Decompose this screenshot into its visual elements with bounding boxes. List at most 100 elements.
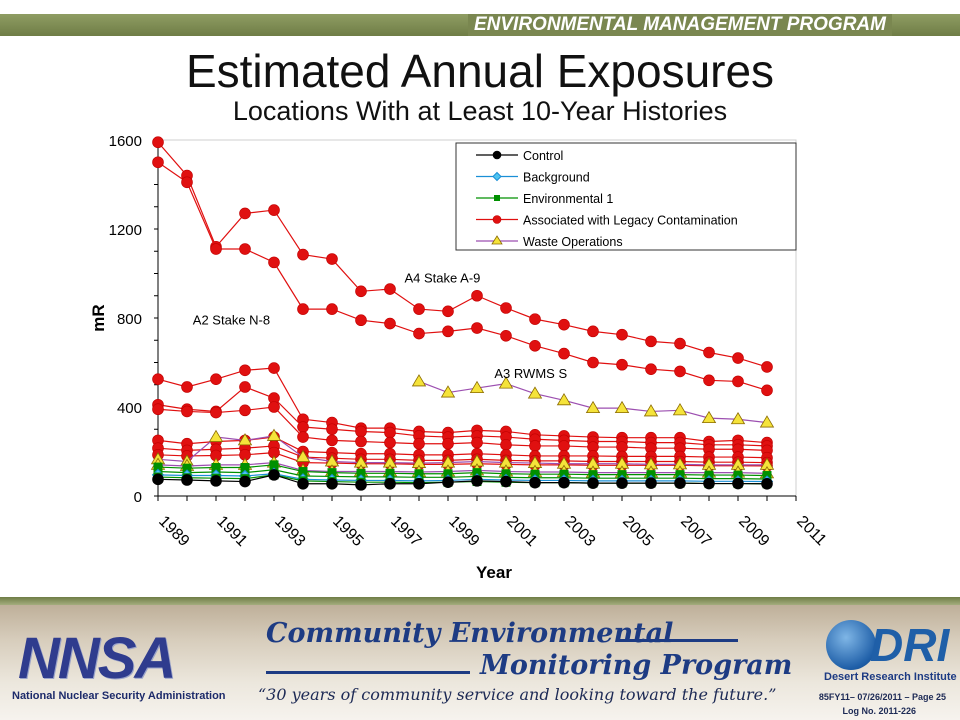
chart-annotation: A2 Stake N-8 xyxy=(193,313,270,328)
x-tick-label: 1997 xyxy=(387,513,424,550)
y-tick-label: 0 xyxy=(134,489,142,506)
slide-title: Estimated Annual Exposures xyxy=(185,45,775,97)
x-tick-label: 2003 xyxy=(561,513,598,550)
series-line xyxy=(157,462,768,474)
data-point xyxy=(529,476,541,489)
data-point xyxy=(413,437,425,450)
data-point xyxy=(268,469,280,481)
data-point xyxy=(269,460,279,470)
series-line xyxy=(157,445,768,464)
data-point xyxy=(645,363,657,375)
series-line xyxy=(157,464,768,477)
data-point xyxy=(355,425,367,438)
footer-banner xyxy=(0,597,960,720)
data-point xyxy=(268,362,280,374)
y-axis-title: mR xyxy=(89,304,108,331)
data-point xyxy=(384,317,396,330)
data-point xyxy=(355,314,367,327)
series-line xyxy=(157,367,768,444)
data-point xyxy=(355,285,367,298)
series-line xyxy=(157,473,768,483)
data-point xyxy=(674,365,686,378)
program-header: ENVIRONMENTAL MANAGEMENT PROGRAM xyxy=(467,14,892,36)
data-point xyxy=(703,374,715,387)
x-tick-label: 2007 xyxy=(677,513,714,550)
data-point xyxy=(500,475,512,488)
nnsa-logo: NNSA xyxy=(18,626,176,691)
data-point xyxy=(471,322,483,334)
data-point xyxy=(268,401,280,413)
data-point xyxy=(152,403,164,416)
data-point xyxy=(703,346,715,359)
data-point xyxy=(297,421,309,433)
data-point xyxy=(672,403,688,416)
data-point xyxy=(558,347,570,360)
program-name-line2: Monitoring Program xyxy=(480,650,793,681)
x-tick-label: 1999 xyxy=(445,513,482,550)
data-point xyxy=(643,404,659,417)
data-point xyxy=(152,156,164,169)
data-point xyxy=(237,433,253,446)
series-line xyxy=(157,435,767,466)
data-point xyxy=(527,386,543,399)
data-point xyxy=(498,376,514,389)
data-point xyxy=(442,476,454,489)
y-tick-label: 800 xyxy=(117,311,142,328)
data-point xyxy=(442,437,454,450)
data-point xyxy=(471,289,483,302)
data-point xyxy=(152,136,164,149)
data-point xyxy=(761,384,773,397)
data-point xyxy=(297,431,309,443)
data-point xyxy=(239,364,251,377)
y-tick-label: 1200 xyxy=(109,222,142,239)
data-point xyxy=(442,305,454,318)
data-point xyxy=(210,475,222,487)
data-point xyxy=(295,449,311,462)
legend-marker xyxy=(492,150,502,160)
data-point xyxy=(614,400,630,414)
dri-name: Desert Research Institute xyxy=(824,671,957,683)
data-point xyxy=(645,477,657,489)
legend-marker xyxy=(494,195,500,201)
x-tick-label: 2009 xyxy=(735,513,772,550)
data-point xyxy=(326,434,338,447)
legend-label: Control xyxy=(523,149,563,163)
data-point xyxy=(413,327,425,340)
data-point xyxy=(266,428,282,441)
data-point xyxy=(471,475,483,487)
data-point xyxy=(761,361,773,373)
data-point xyxy=(297,303,309,315)
data-point xyxy=(500,439,512,451)
data-point xyxy=(152,473,164,486)
data-point xyxy=(442,325,454,338)
data-point xyxy=(181,405,193,418)
data-point xyxy=(556,393,572,406)
legend-label: Environmental 1 xyxy=(523,192,613,206)
x-tick-label: 2005 xyxy=(619,513,656,550)
data-point xyxy=(732,477,744,490)
y-tick-label: 1600 xyxy=(109,133,142,150)
data-point xyxy=(181,381,193,393)
data-point xyxy=(413,477,425,490)
exposure-line-chart: 0 400 800 1200 1600 1989 1991 1993 1995 1997 1999 2… xyxy=(89,133,830,582)
series-line xyxy=(157,386,768,447)
legend-marker xyxy=(492,215,502,224)
data-point xyxy=(297,477,309,490)
data-point xyxy=(268,256,280,269)
data-point xyxy=(240,463,250,473)
legend-label: Waste Operations xyxy=(523,235,623,249)
series-line xyxy=(157,141,768,368)
data-point xyxy=(587,477,599,489)
data-point xyxy=(210,406,222,419)
data-point xyxy=(587,325,599,338)
data-point xyxy=(558,440,570,452)
data-point xyxy=(326,477,338,490)
data-point xyxy=(413,303,425,315)
legend-box xyxy=(455,142,797,251)
dri-globe-icon xyxy=(826,620,876,670)
log-number: Log No. 2011-226 xyxy=(842,706,916,716)
x-tick-label: 1991 xyxy=(213,513,250,550)
data-point xyxy=(616,328,628,341)
data-point xyxy=(529,340,541,352)
data-point xyxy=(384,477,396,490)
